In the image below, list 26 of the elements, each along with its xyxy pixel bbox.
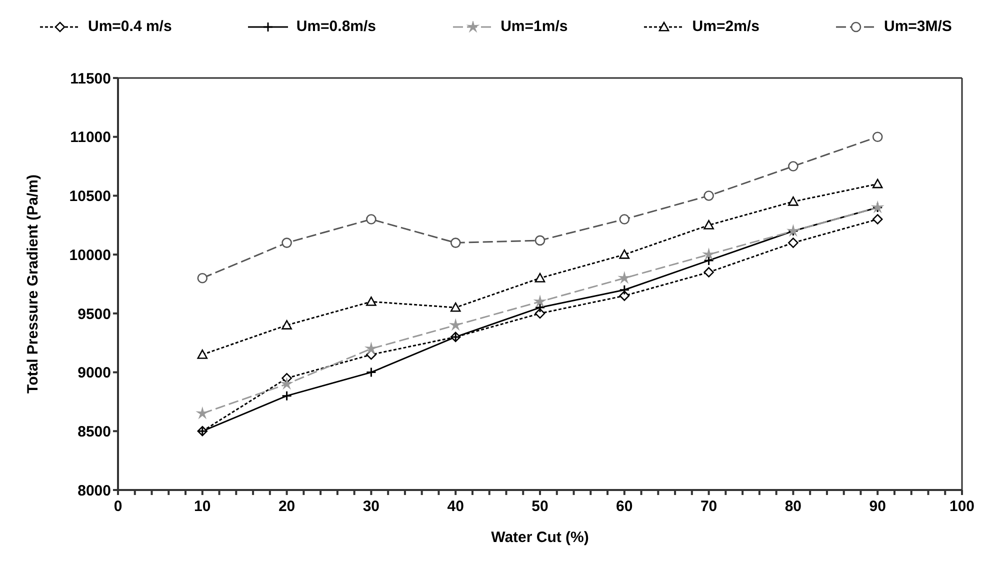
x-tick-label: 90 (869, 498, 886, 515)
x-tick-label: 30 (362, 498, 380, 515)
legend-label: Um=3M/S (883, 18, 952, 35)
y-tick-label: 8500 (78, 423, 111, 440)
x-tick-label: 60 (616, 498, 633, 515)
y-tick-label: 10000 (69, 246, 111, 264)
x-tick-label: 20 (278, 498, 296, 515)
y-axis-title: Total Pressure Gradient (Pa/m) (24, 174, 42, 394)
y-tick-label: 8000 (78, 482, 111, 500)
y-tick-label: 9000 (78, 364, 111, 382)
y-tick-label: 10500 (69, 188, 111, 206)
legend-label: Um=0.4 m/s (87, 18, 172, 35)
y-tick-label: 11000 (70, 129, 111, 146)
y-tick-label: 11500 (70, 70, 111, 88)
legend-label: Um=2m/s (691, 18, 760, 35)
x-tick-label: 80 (784, 498, 802, 515)
x-tick-label: 40 (447, 498, 464, 515)
x-tick-label: 0 (114, 498, 122, 515)
x-axis-title: Water Cut (%) (491, 529, 589, 546)
x-tick-label: 70 (700, 498, 718, 515)
x-tick-label: 100 (949, 498, 975, 515)
x-tick-label: 50 (532, 498, 548, 515)
y-tick-label: 9500 (78, 306, 111, 323)
x-tick-label: 10 (194, 498, 211, 515)
legend-label: Um=1m/s (500, 18, 568, 35)
legend-label: Um=0.8m/s (295, 18, 376, 35)
